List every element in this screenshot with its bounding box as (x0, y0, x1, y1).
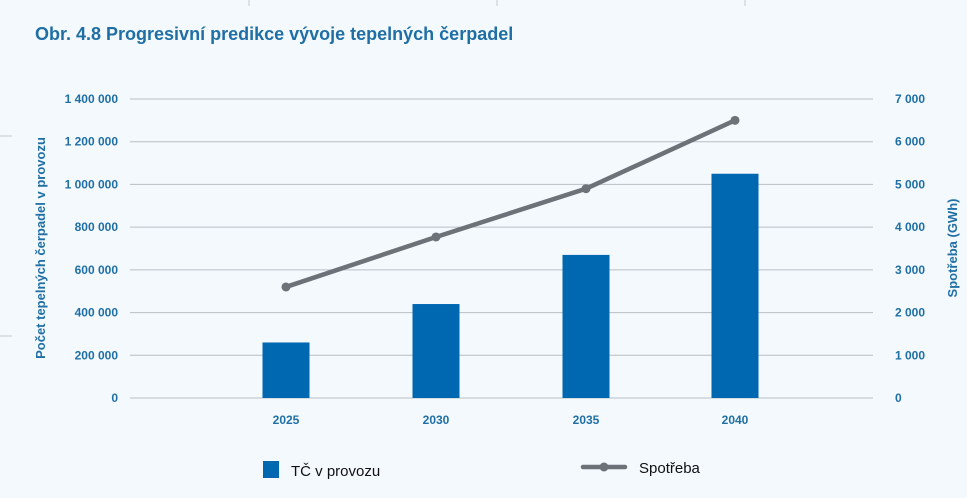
y2-tick-label: 0 (895, 391, 902, 405)
consumption-line (283, 118, 738, 290)
tick-labels: 0 200 000 400 000 600 000 800 000 1 000 000 1 … (65, 92, 926, 427)
x-tick-label: 2040 (722, 413, 749, 427)
y2-tick-label: 6 000 (895, 135, 925, 149)
y2-tick-label: 7 000 (895, 92, 925, 106)
bar (412, 304, 460, 398)
grid-lines (130, 98, 873, 399)
line-point (431, 232, 441, 242)
y-tick-label: 400 000 (75, 306, 119, 320)
legend-line-marker (599, 462, 609, 472)
y2-axis-title: Spotřeba (GWh) (945, 199, 960, 298)
bar (262, 342, 310, 398)
chart-title: Obr. 4.8 Progresivní predikce vývoje tep… (35, 24, 514, 44)
legend-bar-label: TČ v provozu (291, 463, 380, 480)
y2-tick-label: 5 000 (895, 177, 925, 191)
x-tick-label: 2030 (423, 413, 450, 427)
bar (711, 173, 759, 398)
legend: TČ v provozu Spotřeba (263, 460, 701, 480)
y-tick-label: 1 400 000 (65, 92, 119, 106)
y2-tick-label: 1 000 (895, 348, 925, 362)
y-tick-label: 600 000 (75, 263, 119, 277)
y-tick-label: 200 000 (75, 348, 119, 362)
line-series (281, 115, 740, 292)
y2-tick-label: 3 000 (895, 263, 925, 277)
y-axis-title: Počet tepelných čerpadel v provozu (33, 137, 48, 359)
legend-bar-swatch (263, 461, 279, 478)
x-tick-label: 2025 (273, 413, 300, 427)
line-point (581, 184, 591, 194)
y2-tick-label: 2 000 (895, 306, 925, 320)
line-point (281, 282, 291, 292)
y-tick-label: 0 (111, 391, 118, 405)
line-point (730, 115, 740, 125)
axis-labels: Počet tepelných čerpadel v provozu Spotře… (33, 137, 960, 359)
y2-tick-label: 4 000 (895, 220, 925, 234)
y-tick-label: 1 200 000 (65, 135, 119, 149)
legend-line-label: Spotřeba (639, 460, 701, 477)
bar-series (262, 173, 759, 398)
page-decor-lines (0, 0, 746, 337)
y-tick-label: 1 000 000 (65, 177, 119, 191)
x-tick-label: 2035 (573, 413, 600, 427)
y-tick-label: 800 000 (75, 220, 119, 234)
bar (562, 254, 610, 398)
